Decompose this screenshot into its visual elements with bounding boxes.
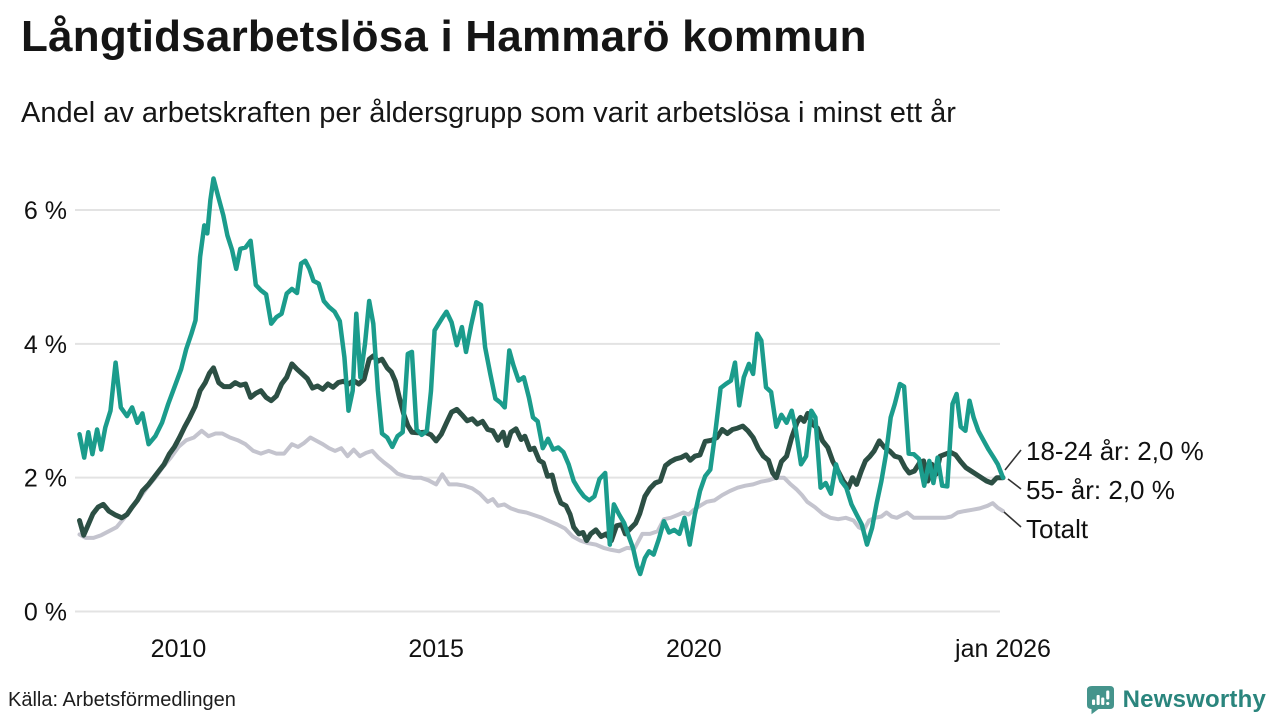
legend-connector (1003, 511, 1022, 528)
series-line-18-24 (77, 176, 1006, 577)
brand-name: Newsworthy (1122, 685, 1266, 713)
y-tick-label: 6 % (24, 197, 67, 225)
x-tick-label: 2015 (408, 635, 464, 663)
x-tick-label: 2020 (666, 635, 722, 663)
page-title: Långtidsarbetslösa i Hammarö kommun (21, 12, 867, 61)
y-tick-label: 0 % (24, 599, 67, 627)
series-line-55 (77, 353, 1006, 544)
source-credit: Källa: Arbetsförmedlingen (8, 689, 236, 711)
legend-label-55: 55- år: 2,0 % (1026, 475, 1175, 505)
chart-subtitle: Andel av arbetskraften per åldersgrupp s… (21, 97, 956, 129)
legend-connector (1007, 478, 1022, 490)
legend-label-18-24: 18-24 år: 2,0 % (1026, 436, 1204, 466)
legend-label-totalt: Totalt (1026, 514, 1089, 544)
y-tick-label: 4 % (24, 331, 67, 359)
newsworthy-logo-icon (1086, 686, 1114, 715)
y-tick-label: 2 % (24, 465, 67, 493)
x-tick-label: jan 2026 (954, 635, 1051, 663)
legend-connector (1004, 449, 1022, 471)
brand-lockup: Newsworthy (1085, 684, 1266, 715)
x-tick-label: 2010 (151, 635, 207, 663)
